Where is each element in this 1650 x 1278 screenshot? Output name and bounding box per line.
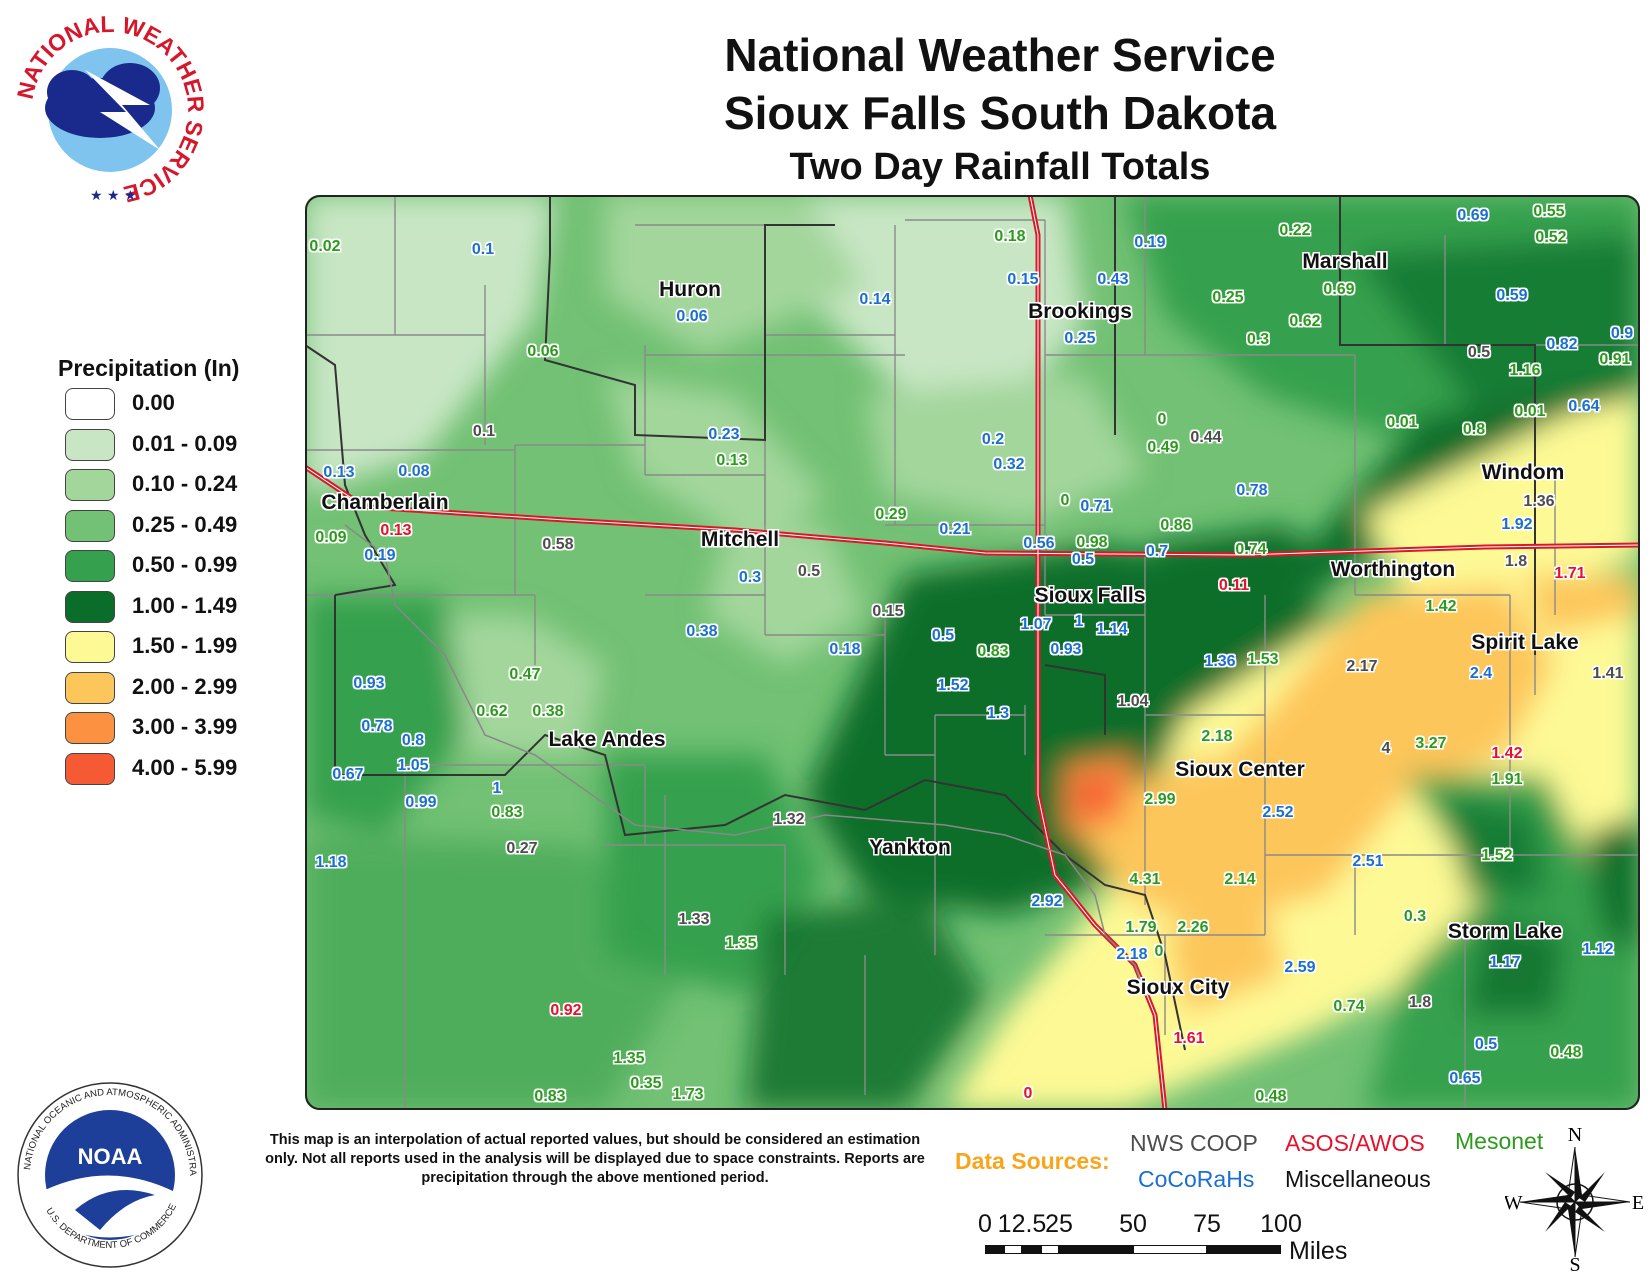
legend-swatch	[65, 631, 115, 663]
compass-w: W	[1505, 1192, 1523, 1214]
scale-tick-label: 75	[1193, 1210, 1221, 1238]
scale-segment	[1003, 1245, 1022, 1254]
legend-label: 0.25 - 0.49	[132, 511, 238, 537]
legend-label: 3.00 - 3.99	[132, 714, 238, 739]
legend-label: 1.00 - 1.49	[132, 592, 238, 618]
legend-swatch	[65, 590, 115, 623]
compass-n: N	[1568, 1125, 1582, 1146]
data-sources-label: Data Sources:	[955, 1148, 1110, 1174]
legend-swatch	[65, 712, 115, 744]
scale-bar: 0 12.5 25 50 75 100 Miles	[978, 1210, 1385, 1270]
source-asos-awos: ASOS/AWOS	[1285, 1130, 1425, 1156]
legend-swatch	[65, 388, 115, 420]
legend-label: 4.00 - 5.99	[132, 754, 238, 780]
legend-swatch	[65, 671, 115, 704]
nws-logo: NATIONAL WEATHER SERVICE ★ ★ ★	[10, 10, 210, 210]
scale-segment	[985, 1245, 1004, 1254]
precip-shading	[305, 195, 1640, 1110]
state-boundaries	[305, 195, 1536, 1051]
rivers	[344, 524, 1146, 996]
scale-segment	[1022, 1245, 1041, 1254]
source-mesonet: Mesonet	[1455, 1128, 1544, 1154]
scale-segment	[1133, 1245, 1207, 1254]
noaa-logo: NOAA NATIONAL OCEANIC AND ATMOSPHERIC AD…	[11, 1072, 205, 1270]
legend-title: Precipitation (In)	[58, 355, 240, 381]
compass-rose: N S E W	[1504, 1124, 1645, 1276]
county-boundaries	[305, 195, 1640, 1110]
legend-swatch	[65, 428, 115, 461]
legend-label: 1.50 - 1.99	[132, 633, 238, 658]
svg-text:NOAA: NOAA	[78, 1144, 143, 1169]
scale-segment	[1059, 1245, 1133, 1254]
scale-tick-label: 100	[1260, 1210, 1302, 1238]
legend-label: 0.50 - 0.99	[132, 552, 238, 577]
title-office: National Weather Service	[724, 29, 1276, 81]
title-product: Two Day Rainfall Totals	[789, 146, 1211, 188]
scale-tick-label: 50	[1119, 1210, 1147, 1238]
source-nws-coop: NWS COOP	[1130, 1130, 1258, 1156]
compass-s: S	[1569, 1254, 1580, 1273]
scale-tick-label: 0	[978, 1210, 992, 1238]
compass-e: E	[1632, 1192, 1644, 1214]
scale-segment	[1040, 1245, 1059, 1254]
legend-swatch	[65, 469, 115, 501]
legend-label: 0.00	[132, 390, 175, 415]
legend-swatch	[65, 752, 115, 785]
scale-tick-label: 25	[1045, 1210, 1073, 1238]
scale-tick-label: 12.5	[997, 1210, 1047, 1238]
source-cocorahs: CoCoRaHs	[1138, 1166, 1255, 1192]
seagull-icon	[75, 1190, 155, 1230]
map-disclaimer: This map is an interpolation of actual r…	[265, 1132, 925, 1186]
scale-unit: Miles	[1289, 1237, 1348, 1265]
compass-icon	[1519, 1146, 1631, 1258]
legend-swatch	[65, 550, 115, 582]
legend-label: 2.00 - 2.99	[132, 673, 238, 699]
title-location: Sioux Falls South Dakota	[723, 87, 1277, 139]
source-miscellaneous: Miscellaneous	[1285, 1166, 1431, 1192]
scale-segment	[1207, 1245, 1281, 1254]
svg-text:★ ★ ★: ★ ★ ★	[90, 188, 137, 204]
legend-swatch	[65, 509, 115, 542]
rainfall-map[interactable]	[305, 195, 1640, 1110]
legend-label: 0.01 - 0.09	[132, 430, 238, 456]
legend-label: 0.10 - 0.24	[132, 471, 238, 496]
lightning-icon	[85, 70, 160, 150]
